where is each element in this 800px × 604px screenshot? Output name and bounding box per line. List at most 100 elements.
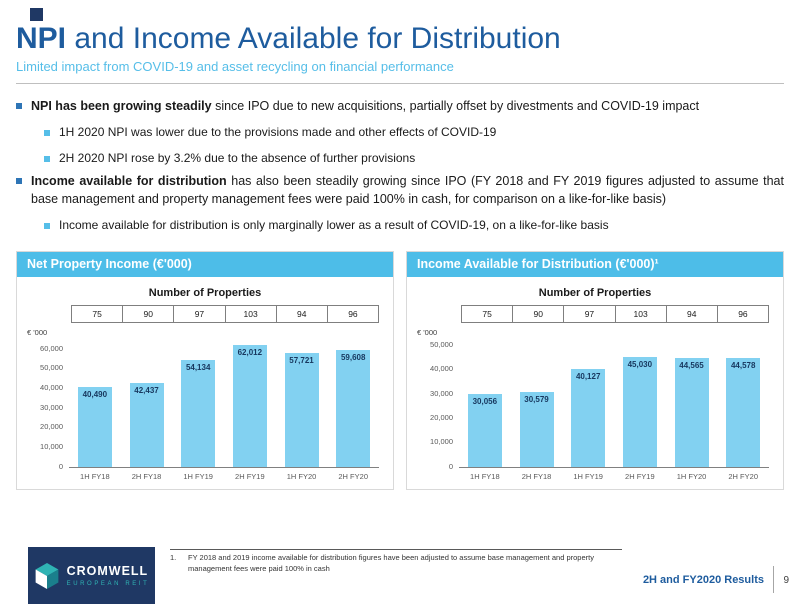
bar: 59,608 [336,349,371,467]
bar-cell: 57,721 [276,353,328,467]
bar-value-label: 40,490 [82,390,108,400]
footnote-text: FY 2018 and 2019 income available for di… [188,553,594,573]
category-label: 1H FY18 [80,471,110,481]
category-label: 1H FY19 [573,471,603,481]
chart-panel-body: Number of Properties 75 90 97 103 94 96 € '00… [407,277,783,489]
bullet-rest: has also been steadily growing since IPO… [31,173,784,206]
y-tick: 10,000 [40,442,63,452]
bullet-text: 1H 2020 NPI was lower due to the provisi… [59,125,497,140]
chart-panel-distribution: Income Available for Distribution (€'000… [406,250,784,490]
bullet-text: Income available for distribution has al… [31,172,784,208]
y-tick: 30,000 [430,388,453,398]
slide-header: NPI and Income Available for Distributio… [0,0,800,74]
property-count-box: 90 [512,304,565,323]
category-label: 2H FY18 [521,471,552,481]
category-label: 2H FY19 [625,471,655,481]
results-label: 2H and FY2020 Results [642,574,764,586]
bar: 44,578 [726,358,761,467]
property-count-box: 96 [716,304,770,323]
brand-subname: EUROPEAN REIT [66,581,150,587]
property-count-box: 94 [665,304,718,323]
category-label: 2H FY18 [131,471,162,481]
property-count-box: 97 [173,304,226,323]
chart-subtitle: Number of Properties [538,286,652,299]
bar-cell: 54,134 [172,360,224,467]
chart-subtitle: Number of Properties [148,286,262,299]
category-row: 1H FY18 2H FY18 1H FY19 2H FY19 1H FY20 2H FY… [459,472,769,481]
category-row: 1H FY18 2H FY18 1H FY19 2H FY19 1H FY20 2H FY… [69,472,379,481]
page-subtitle: Limited impact from COVID-19 and asset r… [16,59,454,74]
plot-area: 0 10,000 20,000 30,000 40,000 50,000 60,000 40… [27,339,383,471]
footnote: 1. FY 2018 and 2019 income available for… [170,549,622,574]
y-tick: 0 [58,461,63,471]
bar-value-label: 45,030 [627,359,653,369]
bullet-marker [44,222,50,229]
chart-panel-title: Income Available for Distribution (€'000… [417,256,659,271]
bullet-text: NPI has been growing steadily since IPO … [31,97,699,115]
page-title-lead: NPI [16,22,67,55]
bar: 40,490 [77,387,112,467]
chart-panel-header: Income Available for Distribution (€'000… [407,251,783,277]
bar: 62,012 [232,344,267,467]
bar-value-label: 30,579 [524,395,549,405]
bar-value-label: 54,134 [185,363,211,373]
property-count-box: 96 [326,304,380,323]
property-count-box: 75 [71,304,124,323]
bar-cell: 44,578 [717,358,769,467]
y-axis-label: € '000 [417,327,438,337]
bullet-list: NPI has been growing steadily since IPO … [16,97,784,234]
chart-panel-body: Number of Properties 75 90 97 103 94 96 € '00… [17,277,393,489]
bar: 40,127 [571,368,606,467]
company-logo: CROMWELL EUROPEAN REIT [28,547,155,604]
charts-row: Net Property Income (€'000) Number of Pr… [16,250,784,490]
properties-row: 75 90 97 103 94 96 [71,304,380,323]
header-divider [16,83,784,84]
y-axis: 0 10,000 20,000 30,000 40,000 50,000 [417,339,459,471]
bar: 30,056 [467,393,502,467]
y-tick: 50,000 [430,339,453,349]
brand-name: CROMWELL [66,564,149,578]
page-number: 9 [783,575,789,586]
bar-cell: 62,012 [224,344,276,467]
category-label: 2H FY20 [338,471,368,481]
sub-bullet-item: 1H 2020 NPI was lower due to the provisi… [44,124,784,141]
sub-bullet-item: Income available for distribution is onl… [44,217,784,234]
bullet-text: Income available for distribution is onl… [59,217,609,232]
y-tick: 30,000 [40,402,63,412]
bar: 54,134 [181,360,216,467]
logo-texts: CROMWELL EUROPEAN REIT [67,564,150,587]
y-axis: 0 10,000 20,000 30,000 40,000 50,000 60,000 [27,339,69,471]
bullet-lead: Income available for distribution [31,173,227,188]
bars-area: 40,490 42,437 54,134 62,012 57,721 59,608 [69,339,379,468]
property-count-box: 90 [122,304,175,323]
bar-value-label: 40,127 [575,371,601,381]
y-tick: 60,000 [40,343,63,353]
bar-value-label: 42,437 [134,386,159,396]
bar: 45,030 [622,356,657,467]
properties-row: 75 90 97 103 94 96 [461,304,770,323]
cromwell-logo-icon [35,562,58,589]
bar-cell: 59,608 [327,349,379,467]
bullet-marker [16,177,22,184]
bar-cell: 30,579 [511,392,563,467]
bullet-marker [44,155,50,162]
accent-square [30,8,43,21]
bar-value-label: 30,056 [472,396,498,406]
bullet-marker [16,103,22,109]
y-tick: 50,000 [40,363,63,373]
bullet-item: NPI has been growing steadily since IPO … [16,97,784,115]
category-label: 1H FY18 [470,471,500,481]
category-label: 2H FY20 [728,471,758,481]
category-label: 1H FY20 [676,471,707,481]
page-title-rest: and Income Available for Distribution [66,22,561,55]
y-tick: 20,000 [430,413,453,423]
plot-area: 0 10,000 20,000 30,000 40,000 50,000 30,056 30… [417,339,773,471]
page-title: NPI and Income Available for Distributio… [16,22,784,55]
chart-panel-npi: Net Property Income (€'000) Number of Pr… [16,250,394,490]
footnote-marker: 1. [170,553,177,562]
category-label: 1H FY20 [286,471,317,481]
y-axis-label: € '000 [27,327,48,337]
property-count-box: 103 [224,304,277,323]
bar-cell: 44,565 [666,358,718,467]
